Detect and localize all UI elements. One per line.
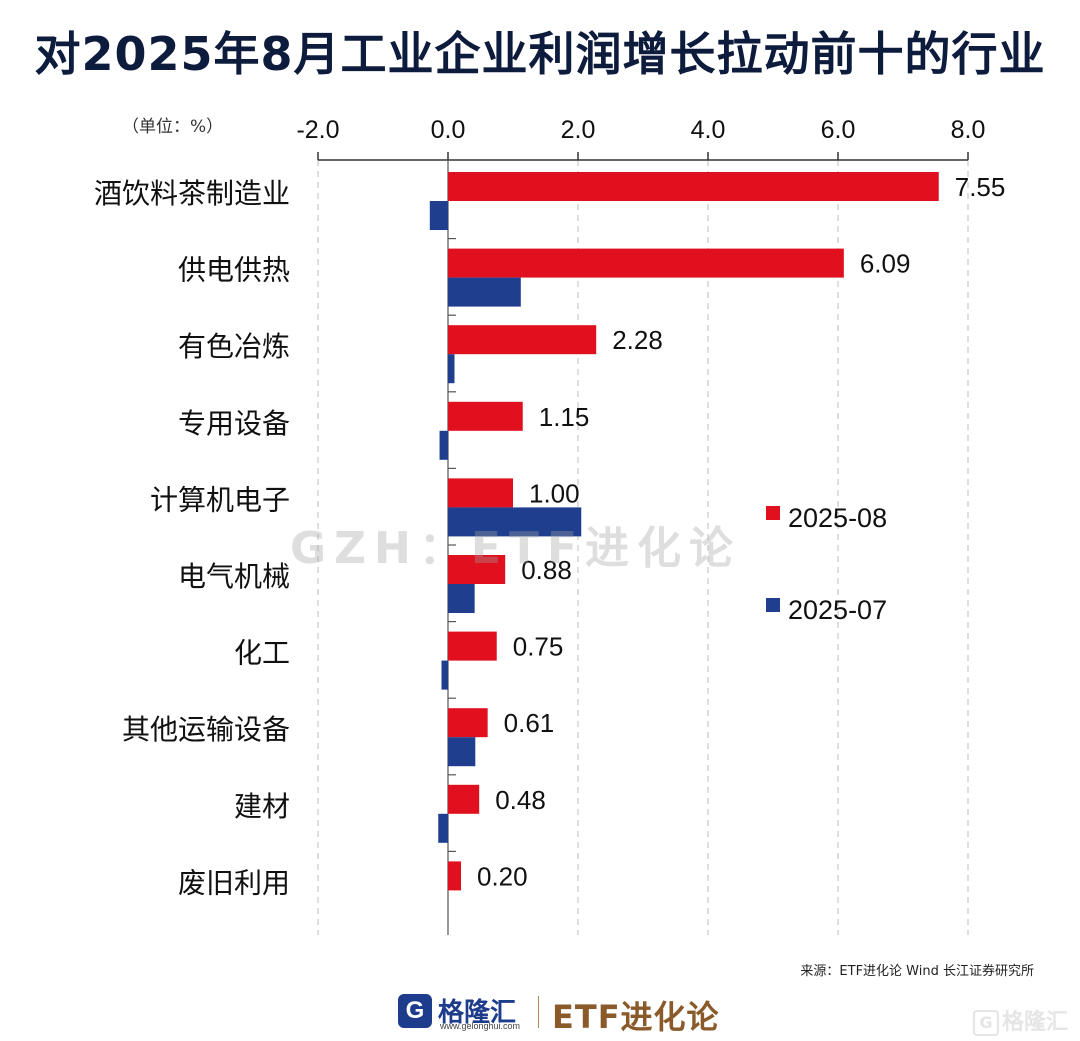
source-note: 来源：ETF进化论 Wind 长江证券研究所 [800, 964, 1034, 979]
category-label: 计算机电子 [150, 483, 290, 516]
bar-2025-08 [448, 248, 844, 278]
legend-swatch [766, 506, 780, 520]
logo-name: 格隆汇 [438, 998, 517, 1028]
x-tick-label: 0.0 [431, 116, 466, 144]
bar-2025-07 [438, 813, 448, 843]
data-label: 7.55 [955, 172, 1006, 202]
legend-swatch [766, 598, 780, 612]
brand-name: ETF进化论 [552, 998, 720, 1036]
gelonghui-logo-icon: G [398, 994, 432, 1028]
bar-2025-08 [448, 631, 497, 661]
bar-2025-08 [448, 478, 513, 508]
bar-2025-07 [448, 277, 521, 307]
legend-label: 2025-08 [788, 503, 887, 533]
data-label: 0.88 [521, 555, 572, 585]
category-label: 化工 [234, 637, 290, 670]
logo-divider [538, 996, 539, 1028]
watermark: GZH：ETF进化论 [290, 523, 741, 574]
bar-2025-08 [448, 708, 488, 738]
category-label: 酒饮料茶制造业 [94, 177, 290, 210]
data-label: 2.28 [612, 325, 663, 355]
category-label: 有色冶炼 [178, 330, 290, 363]
bar-2025-08 [448, 555, 506, 584]
page-title: 对2025年8月工业企业利润增长拉动前十的行业 [34, 27, 1046, 81]
x-tick-label: 8.0 [951, 116, 986, 144]
category-label: 专用设备 [178, 407, 290, 440]
bar-2025-07 [429, 201, 448, 230]
bar-chart: -2.0 0.0 2.0 4.0 6.0 8.0 酒饮料茶制造业 7.55 供电供热 6.09 有色… [94, 116, 1006, 935]
x-tick-label: 2.0 [561, 116, 596, 144]
bar-2025-08 [448, 861, 461, 891]
logo-url: www.gelonghui.com [440, 1021, 521, 1031]
bar-2025-07 [441, 660, 448, 690]
bar-2025-08 [448, 401, 523, 431]
bar-2025-08 [448, 172, 939, 201]
data-label: 0.48 [495, 785, 546, 815]
data-label: 0.20 [477, 861, 528, 891]
x-tick-label: 4.0 [691, 116, 726, 144]
bar-2025-07 [448, 584, 475, 613]
corner-logo-icon: G [972, 1010, 999, 1036]
category-label: 建材 [234, 790, 290, 823]
category-label: 供电供热 [178, 254, 290, 287]
data-label: 0.75 [513, 632, 564, 662]
data-label: 1.00 [529, 478, 580, 508]
bar-2025-07 [448, 507, 582, 537]
x-tick-label: -2.0 [296, 116, 339, 144]
category-label: 电气机械 [178, 560, 290, 593]
corner-text: 格隆汇 [1001, 1010, 1068, 1035]
bar-2025-08 [448, 325, 597, 355]
footer: G 格隆汇 www.gelonghui.com ETF进化论 [0, 988, 1080, 1038]
bar-2025-07 [439, 430, 448, 460]
bar-2025-07 [448, 354, 455, 384]
data-label: 0.61 [504, 708, 555, 738]
bar-2025-07 [448, 737, 476, 767]
data-label: 6.09 [860, 249, 911, 279]
category-label: 废旧利用 [178, 866, 290, 899]
unit-label: （单位：%） [122, 117, 224, 137]
category-label: 其他运输设备 [122, 713, 290, 746]
data-label: 1.15 [539, 402, 590, 432]
x-tick-label: 6.0 [821, 116, 856, 144]
bar-2025-08 [448, 784, 480, 814]
corner-watermark: G 格隆汇 [972, 1004, 1068, 1036]
legend-label: 2025-07 [788, 595, 887, 625]
